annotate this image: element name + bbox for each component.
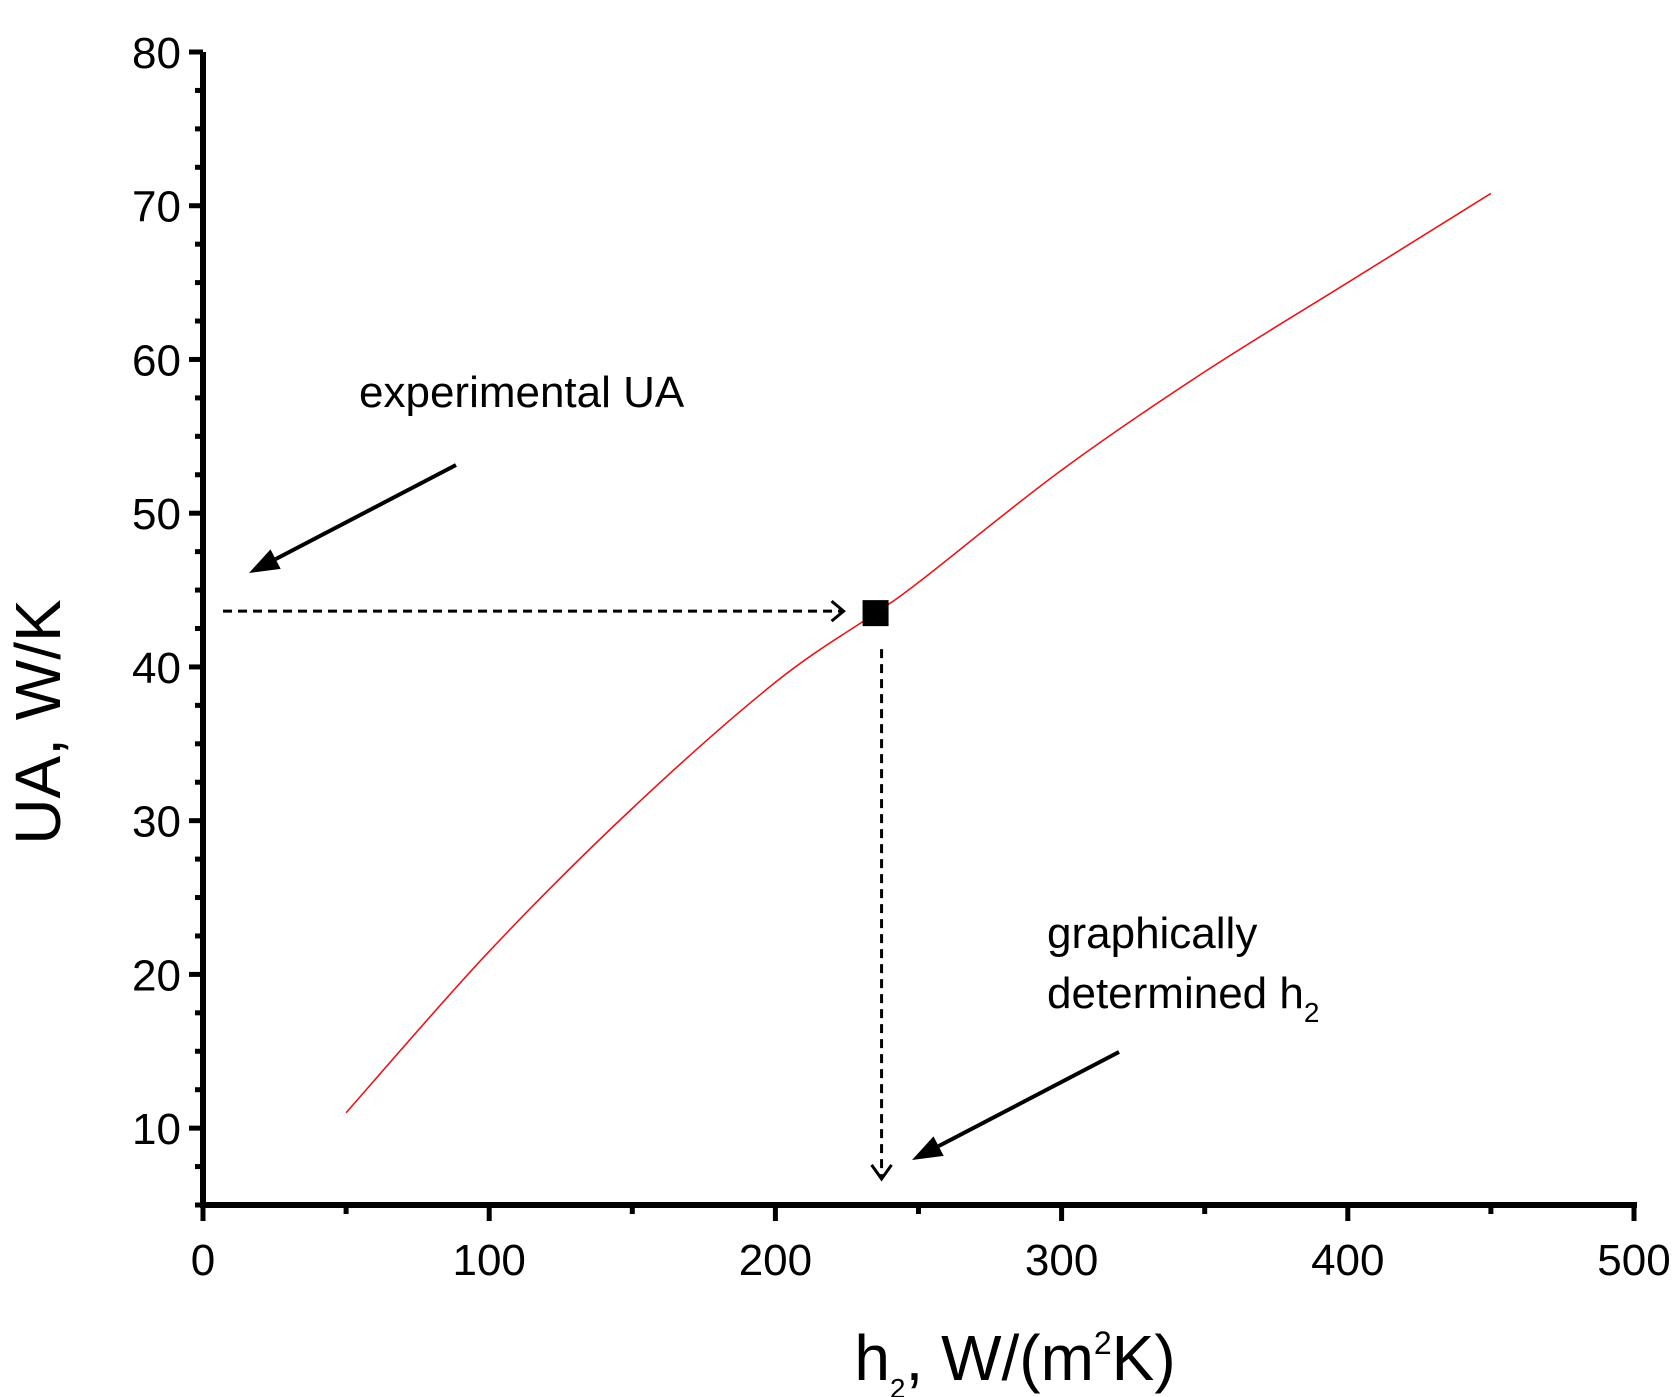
y-tick-label: 40 [132, 644, 181, 693]
y-axis-title: UA, W/K [2, 599, 74, 844]
y-tick-label: 20 [132, 951, 181, 1000]
x-tick-label: 300 [1025, 1236, 1098, 1285]
y-tick-label: 60 [132, 336, 181, 385]
series [345, 192, 1492, 1114]
determined-h2-arrow-shaft [937, 1050, 1120, 1148]
annotation-determined-h-text: determined h [1047, 969, 1304, 1018]
x-title-sub: 2 [890, 1373, 906, 1397]
x-tick-label: 400 [1311, 1236, 1384, 1285]
ticks: 10 20 30 40 50 60 70 80 0 100 200 300 400 500 [132, 29, 1671, 1285]
determined-h2-arrow-head [912, 1136, 944, 1160]
annotations: experimental UA graphically determined h… [223, 368, 1319, 1182]
y-tick-label: 30 [132, 798, 181, 847]
annotation-graphically: graphically [1047, 909, 1257, 958]
y-tick-label: 70 [132, 183, 181, 232]
experimental-ua-arrow-shaft [274, 463, 457, 561]
x-title-end: K) [1112, 1322, 1176, 1394]
annotation-experimental-ua: experimental UA [359, 368, 685, 417]
y-tick-label: 50 [132, 490, 181, 539]
experimental-ua-arrow-head [249, 549, 281, 573]
x-axis-title: h2, W/(m2K) [854, 1322, 1175, 1397]
data-point-marker [862, 600, 889, 627]
series-line-ua [345, 192, 1492, 1114]
y-tick-label: 80 [132, 29, 181, 78]
x-title-h: h [854, 1322, 890, 1394]
x-tick-label: 0 [191, 1236, 215, 1285]
x-tick-label: 100 [452, 1236, 525, 1285]
x-tick-label: 200 [739, 1236, 812, 1285]
annotation-determined-h2: determined h2 [1047, 969, 1319, 1028]
x-title-sup: 2 [1094, 1325, 1112, 1361]
y-tick-label: 10 [132, 1105, 181, 1154]
annotation-h2-subscript: 2 [1304, 997, 1320, 1028]
x-tick-label: 500 [1597, 1236, 1670, 1285]
x-title-mid: , W/(m [906, 1322, 1094, 1394]
vertical-guide-arrowhead [870, 1163, 893, 1182]
horizontal-guide-arrowhead [830, 599, 846, 623]
axis-titles: h2, W/(m2K) UA, W/K [2, 599, 1176, 1397]
